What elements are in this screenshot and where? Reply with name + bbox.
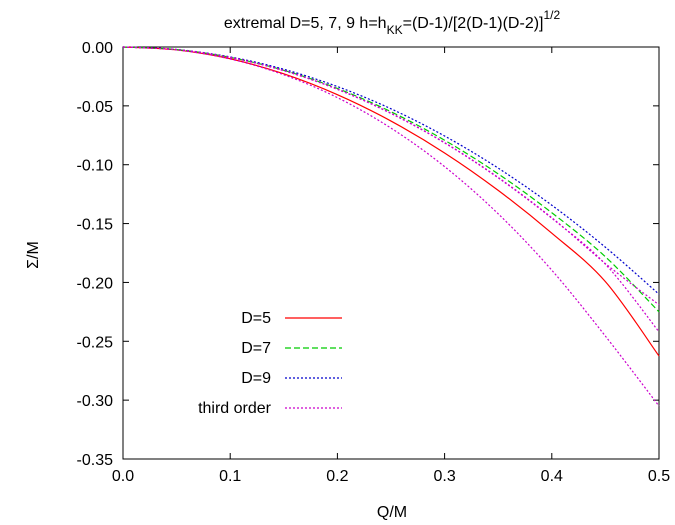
y-tick-label: -0.25 xyxy=(77,334,114,351)
legend-label: D=7 xyxy=(241,340,271,357)
y-tick-label: 0.00 xyxy=(82,40,113,57)
y-tick-label: -0.05 xyxy=(77,99,114,116)
y-tick-label: -0.20 xyxy=(77,275,114,292)
x-tick-label: 0.2 xyxy=(326,468,348,485)
y-tick-label: -0.15 xyxy=(77,217,114,234)
series-line-1 xyxy=(123,47,659,312)
y-axis-label: Σ/M xyxy=(25,241,42,269)
chart-title: extremal D=5, 7, 9 h=hKK=(D-1)/[2(D-1)(D… xyxy=(224,8,561,37)
x-tick-label: 0.5 xyxy=(648,468,670,485)
series-line-5 xyxy=(123,47,659,406)
x-axis-label: Q/M xyxy=(377,504,407,521)
x-tick-label: 0.4 xyxy=(541,468,563,485)
x-tick-label: 0.3 xyxy=(433,468,455,485)
y-tick-label: -0.10 xyxy=(77,158,114,175)
x-tick-label: 0.1 xyxy=(219,468,241,485)
legend: D=5 D=7 D=9 third order xyxy=(198,310,342,417)
legend-label: third order xyxy=(198,400,272,417)
series-line-2 xyxy=(123,47,659,294)
series-line-3 xyxy=(123,47,659,332)
y-tick-label: -0.35 xyxy=(77,452,114,469)
x-tick-label: 0.0 xyxy=(112,468,134,485)
plot-area: 0.0 0.1 0.2 0.3 0.4 0.5 0.00 -0.05 -0.10 -0.15 -0.… xyxy=(77,40,671,485)
y-tick-label: -0.30 xyxy=(77,393,114,410)
legend-label: D=5 xyxy=(241,310,271,327)
legend-label: D=9 xyxy=(241,370,271,387)
series-line-4 xyxy=(123,47,659,305)
series-line-0 xyxy=(123,47,659,356)
